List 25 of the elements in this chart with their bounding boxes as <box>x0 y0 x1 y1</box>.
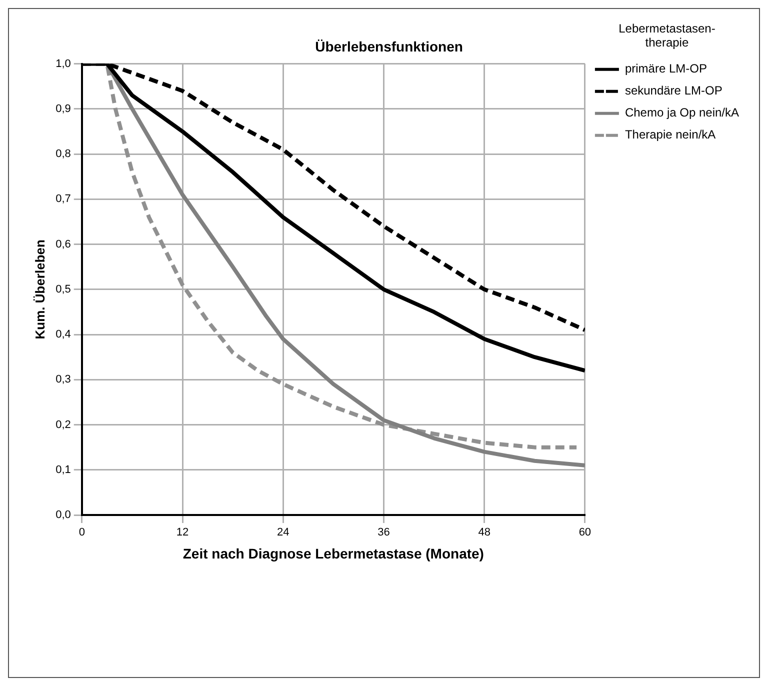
x-tick-label: 60 <box>578 526 592 539</box>
y-tick-label: 0,2 <box>56 418 71 431</box>
x-axis-title: Zeit nach Diagnose Lebermetastase (Monate) <box>182 545 484 562</box>
y-axis-title: Kum. Überleben <box>32 240 48 340</box>
y-tick-label: 0,8 <box>56 148 71 160</box>
x-tick-label: 12 <box>176 526 189 539</box>
legend-label: sekundäre LM-OP <box>624 84 722 98</box>
legend-label: primäre LM-OP <box>624 62 707 76</box>
y-tick-label: 0,7 <box>56 193 71 206</box>
legend-title: Lebermetastasen-therapie <box>618 21 716 50</box>
chart-title: Überlebensfunktionen <box>315 38 463 54</box>
x-tick-label: 36 <box>378 526 390 539</box>
x-tick-label: 24 <box>276 526 290 539</box>
x-tick-label: 0 <box>78 526 85 539</box>
y-tick-label: 0,3 <box>56 374 71 386</box>
y-tick-label: 0,1 <box>56 464 71 476</box>
legend-label: Chemo ja Op nein/kA <box>624 106 740 120</box>
y-tick-label: 0,9 <box>56 102 71 115</box>
y-tick-label: 0,5 <box>56 283 71 296</box>
y-tick-label: 0,0 <box>56 509 71 522</box>
legend-label: Therapie nein/kA <box>624 128 716 142</box>
y-tick-label: 0,4 <box>56 328 71 341</box>
y-tick-label: 1,0 <box>56 58 71 70</box>
x-tick-label: 48 <box>478 526 490 539</box>
y-tick-label: 0,6 <box>56 238 71 250</box>
